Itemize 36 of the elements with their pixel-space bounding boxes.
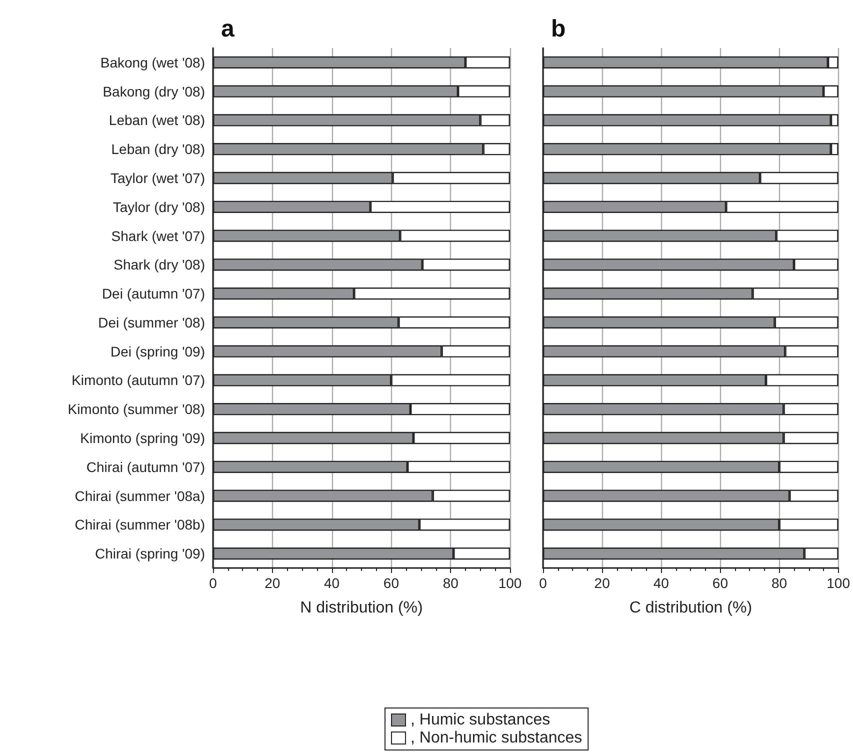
y-tick-label: Chirai (autumn '07) (86, 458, 205, 475)
y-tick-label: Chirai (summer '08b) (74, 516, 205, 533)
x-tick-label: 60 (383, 575, 400, 591)
x-tick-label: 0 (209, 575, 218, 591)
x-tick-label: 60 (712, 575, 728, 591)
y-tick-label: Dei (spring '09) (110, 343, 205, 360)
y-tick-label: Taylor (wet '07) (110, 170, 205, 186)
y-tick-label: Kimonto (autumn '07) (72, 372, 205, 388)
x-tick-label: 0 (539, 575, 548, 591)
y-tick-label: Chirai (summer '08a) (74, 488, 205, 504)
legend-label: , Humic substances (410, 712, 550, 728)
x-tick-label: 100 (498, 575, 522, 591)
y-tick-label: Kimonto (summer '08) (68, 401, 205, 418)
y-tick-label: Taylor (dry '08) (112, 198, 205, 215)
y-tick-label: Dei (autumn '07) (102, 286, 205, 302)
y-tick-label: Bakong (wet '08) (100, 54, 205, 70)
x-tick-label: 80 (442, 575, 459, 591)
y-tick-label: Dei (summer '08) (98, 314, 205, 330)
y-tick-label: Chirai (spring '09) (94, 546, 205, 562)
legend-label: , Non-humic substances (410, 730, 582, 746)
y-tick-label: Leban (wet '08) (108, 112, 205, 128)
x-tick-label: 20 (264, 575, 280, 591)
y-tick-label: Leban (dry '08) (111, 141, 205, 158)
y-tick-label: Kimonto (spring '09) (80, 430, 205, 446)
x-tick-label: 80 (771, 575, 788, 591)
y-tick-label: Bakong (dry '08) (102, 83, 205, 100)
chart-title: a (221, 16, 235, 42)
x-axis-title: N distribution (%) (300, 600, 423, 616)
x-tick-label: 20 (594, 575, 610, 591)
x-tick-label: 40 (653, 575, 670, 591)
x-tick-label: 40 (324, 575, 340, 591)
y-tick-label: Shark (dry '08) (114, 256, 205, 273)
chart-title: b (551, 16, 566, 42)
x-axis-title: C distribution (%) (629, 600, 752, 616)
y-tick-label: Shark (wet '07) (111, 228, 205, 244)
x-tick-label: 100 (826, 575, 850, 591)
